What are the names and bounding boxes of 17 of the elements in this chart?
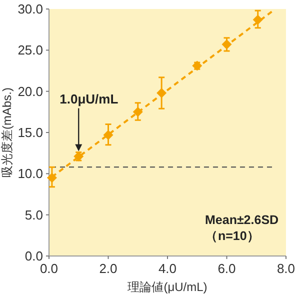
x-tick-label: 4.0 [158, 261, 177, 276]
y-tick-label: 30.0 [18, 2, 43, 16]
x-axis-title: 理論値(μU/mL) [128, 280, 208, 294]
y-tick-label: 15.0 [18, 125, 43, 140]
y-axis-title: 吸光度差(mAbs.) [0, 87, 14, 178]
x-tick-label: 8.0 [276, 261, 296, 276]
annotation: （n=10） [205, 229, 260, 243]
x-tick-label: 0.0 [40, 261, 58, 276]
y-tick-label: 20.0 [18, 84, 43, 99]
y-tick-label: 10.0 [18, 166, 43, 182]
annotation: 1.0μU/mL [60, 91, 118, 106]
annotation: Mean±2.6SD [205, 213, 279, 227]
x-tick-label: 6.0 [218, 261, 236, 276]
x-tick-label: 2.0 [99, 261, 118, 276]
y-tick-label: 5.0 [24, 207, 43, 222]
y-tick-label: 0.0 [24, 248, 43, 264]
y-tick-label: 25.0 [18, 42, 43, 58]
